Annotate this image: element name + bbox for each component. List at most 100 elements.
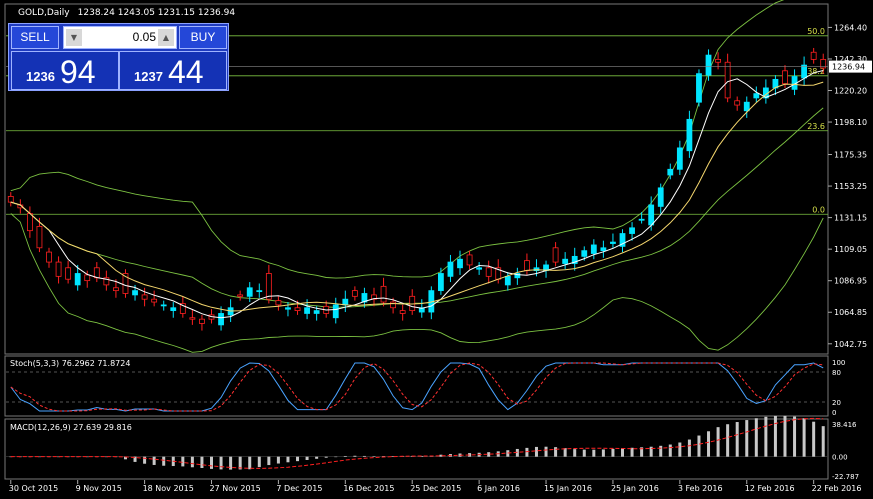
candle-body — [170, 307, 177, 312]
candle-body — [218, 313, 224, 326]
macd-tick-label: 0.00 — [832, 454, 848, 462]
time-tick-label: 7 Dec 2015 — [276, 484, 322, 493]
macd-bar — [391, 456, 395, 457]
time-tick-label: 16 Dec 2015 — [343, 484, 394, 493]
macd-bar — [181, 456, 185, 467]
macd-bar — [372, 456, 376, 457]
time-tick-label: 3 Feb 2016 — [678, 484, 723, 493]
macd-bar — [601, 449, 605, 457]
macd-bar — [773, 415, 777, 457]
candle-body — [715, 58, 721, 63]
lot-value[interactable]: 0.05 — [132, 30, 156, 44]
candle-body — [820, 58, 827, 69]
candle-body — [237, 294, 244, 297]
bid-small: 1236 — [26, 69, 55, 84]
candle-body — [734, 100, 741, 106]
macd-bar — [525, 447, 529, 457]
candle-body — [447, 261, 454, 277]
macd-bar — [745, 420, 749, 457]
bid-quote[interactable]: 1236 94 — [11, 51, 119, 90]
macd-bar — [534, 446, 538, 457]
price-tick-label: 1242.30 — [834, 55, 867, 64]
lot-decrease-icon[interactable]: ▼ — [66, 29, 82, 46]
candle-body — [782, 70, 788, 85]
fib-label: 50.0 — [807, 27, 825, 36]
stoch-tick-label: 80 — [832, 369, 841, 377]
candle-body — [562, 258, 569, 264]
bid-big: 94 — [60, 54, 96, 90]
candle-body — [132, 290, 138, 296]
time-axis: 30 Oct 2015 9 Nov 2015 18 Nov 2015 27 Nov 2… — [9, 480, 862, 493]
one-click-trade-panel: SELL ▼ 0.05 ▲ BUY 1236 94 1237 44 — [8, 23, 229, 91]
sell-button[interactable]: SELL — [11, 26, 59, 49]
macd-bar — [133, 456, 137, 462]
candle-body — [571, 255, 578, 264]
time-tick-label: 25 Jan 2016 — [611, 484, 659, 493]
macd-bar — [592, 449, 596, 457]
candle-body — [46, 251, 52, 263]
macd-bar — [152, 456, 156, 465]
stochastic-panel: 100 80 20 0 — [6, 359, 845, 417]
candle-body — [246, 287, 253, 297]
macd-bar — [697, 435, 701, 457]
macd-bar — [659, 445, 663, 457]
price-tick-label: 1064.85 — [834, 308, 867, 317]
candle-body — [810, 51, 817, 60]
time-tick-label: 12 Feb 2016 — [745, 484, 795, 493]
price-tick-label: 1042.75 — [834, 340, 867, 349]
time-tick-label: 22 Feb 2016 — [812, 484, 862, 493]
macd-bar — [735, 422, 739, 457]
macd-bar — [687, 439, 691, 457]
macd-bar — [85, 456, 89, 458]
macd-bar — [200, 456, 204, 469]
macd-bar — [544, 446, 548, 457]
macd-bar — [104, 456, 108, 458]
macd-bar — [764, 416, 768, 457]
time-tick-label: 30 Oct 2015 — [9, 484, 58, 493]
candle-body — [380, 285, 387, 303]
candle-body — [753, 93, 760, 99]
macd-bar — [276, 456, 280, 464]
candle-body — [504, 275, 511, 286]
macd-bar — [305, 456, 309, 460]
main-grid — [4, 3, 829, 480]
macd-bar — [219, 456, 223, 470]
price-tick-label: 1153.25 — [834, 182, 867, 191]
candle-body — [600, 247, 607, 252]
macd-bar — [754, 418, 758, 457]
candle-body — [36, 225, 43, 249]
macd-bar — [382, 456, 386, 457]
macd-bar — [210, 456, 213, 469]
candle-body — [629, 227, 635, 234]
macd-bar — [621, 448, 624, 457]
macd-bar — [229, 456, 233, 470]
candle-body — [141, 294, 148, 300]
candle-body — [189, 317, 196, 320]
macd-bar — [802, 418, 806, 457]
macd-tick-label: 38.416 — [832, 421, 857, 429]
candle-body — [26, 213, 33, 232]
macd-bar — [678, 442, 682, 457]
ask-quote[interactable]: 1237 44 — [119, 51, 227, 90]
macd-bar — [267, 456, 271, 466]
moving-averages — [10, 70, 824, 319]
candle-body — [84, 274, 91, 282]
candle-body — [113, 287, 119, 292]
symbol-label: GOLD,Daily — [18, 8, 70, 18]
candle-body — [619, 233, 626, 247]
candle-body — [304, 307, 310, 314]
macd-bar — [143, 456, 147, 464]
candle-body — [285, 307, 291, 310]
buy-button[interactable]: BUY — [179, 26, 227, 49]
candle-body — [151, 298, 158, 303]
time-tick-label: 27 Nov 2015 — [210, 484, 261, 493]
price-tick-label: 1220.20 — [834, 87, 867, 96]
macd-bar — [668, 444, 672, 457]
candle-body — [160, 304, 167, 307]
lot-stepper[interactable]: ▼ 0.05 ▲ — [63, 26, 177, 49]
candle-body — [122, 273, 129, 294]
candle-body — [466, 254, 473, 266]
candle-body — [743, 101, 750, 112]
macd-bar — [640, 447, 644, 457]
lot-increase-icon[interactable]: ▲ — [158, 29, 174, 46]
